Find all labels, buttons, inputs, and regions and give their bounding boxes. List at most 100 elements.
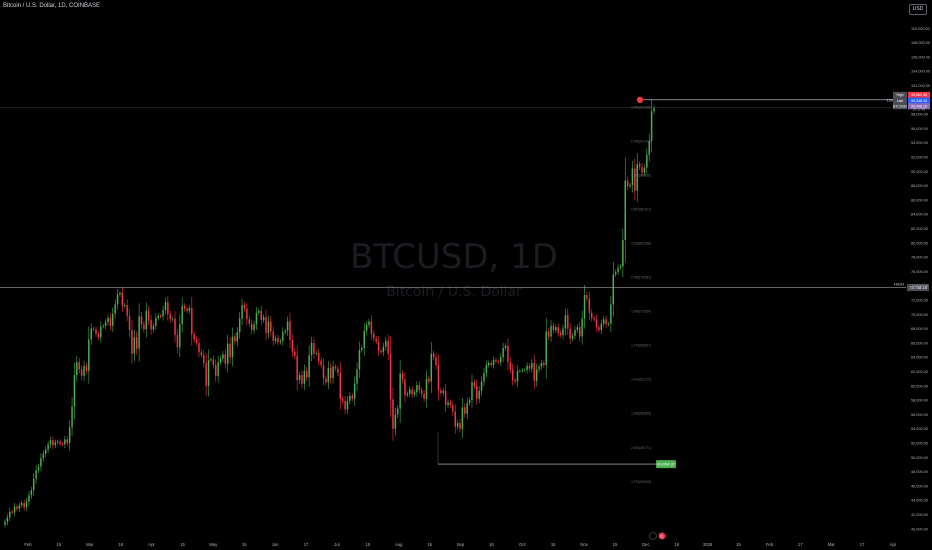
x-tick-label: Apr [890, 542, 897, 547]
candle-body [538, 366, 540, 370]
fib-label: 2.000(46,771) [631, 446, 651, 450]
candle-body [85, 365, 88, 371]
candle-body [44, 449, 47, 454]
candle-body [121, 292, 124, 306]
candle-body [454, 411, 456, 427]
resistance-tag [907, 284, 929, 292]
candle-body [284, 330, 286, 333]
candle-body [147, 310, 150, 321]
candle-body [650, 111, 653, 141]
candle-body [215, 365, 217, 376]
price-tag-name-box [893, 97, 907, 104]
candle-body [617, 267, 619, 273]
candle-body [90, 328, 92, 340]
candle-body [308, 355, 310, 378]
x-tick-label: Oct [519, 542, 526, 547]
candle-body [262, 317, 265, 321]
candle-body [653, 107, 655, 112]
candle-body [327, 367, 330, 383]
candle-body [207, 360, 210, 386]
go-to-realtime-icon [649, 532, 657, 540]
candle-body [413, 392, 416, 395]
candle-body [543, 362, 545, 366]
candle-body [557, 327, 559, 333]
y-tick-label: 60,000.00 [911, 384, 928, 388]
candle-body [375, 338, 377, 342]
candle-body [389, 353, 392, 400]
fib-label: 1.414(62,170) [631, 378, 651, 382]
candle-body [200, 352, 203, 356]
candle-body [622, 239, 624, 267]
price-tag-value: 99,348.19 [911, 99, 927, 103]
candle-body [21, 503, 23, 506]
candle-body [54, 442, 57, 446]
candle-body [176, 335, 179, 348]
candle-body [478, 390, 480, 399]
candle-body [471, 382, 473, 401]
candle-body [212, 359, 215, 366]
candle-body [30, 490, 33, 496]
candle-body [313, 342, 315, 354]
candle-body [13, 506, 16, 513]
y-tick-label: 72,000.00 [911, 299, 928, 303]
candle-body [162, 310, 164, 317]
candle-body [191, 307, 193, 335]
candle-body [11, 511, 13, 513]
watermark-symbol: BTCUSD, 1D [350, 237, 558, 277]
candle-body [579, 327, 581, 337]
candle-body [351, 395, 353, 399]
candle-body [236, 332, 239, 342]
candle-body [523, 370, 526, 371]
candle-body [385, 340, 387, 347]
currency-button[interactable]: USD [909, 4, 927, 15]
candle-body [78, 362, 80, 370]
candle-body [243, 305, 246, 309]
y-tick-label: 82,000.00 [911, 227, 928, 231]
resistance-name: HIGH [894, 282, 904, 287]
candle-body [107, 317, 109, 323]
candle-body [528, 365, 531, 369]
candle-body [205, 362, 207, 386]
candle-body [222, 354, 224, 359]
x-tick-label: 15 [57, 542, 62, 547]
x-tick-label: Jun [272, 542, 279, 547]
candle-body [265, 317, 267, 333]
candle-body [83, 365, 85, 376]
candle-body [250, 323, 253, 331]
candle-body [612, 274, 615, 305]
price-tag-value: 99,348.19 [911, 105, 927, 109]
y-tick-label: 102,000.00 [911, 84, 930, 88]
candle-body [37, 466, 40, 471]
candle-body [516, 370, 519, 382]
candle-body [590, 312, 593, 318]
candle-body [521, 370, 524, 371]
candle-body [535, 369, 538, 381]
candle-body [238, 318, 241, 333]
candle-body [255, 312, 258, 325]
candle-body [397, 408, 399, 415]
candle-body [464, 407, 466, 414]
candle-body [562, 328, 564, 336]
x-tick-label: 2025 [703, 542, 713, 547]
candle-body [59, 441, 61, 444]
candle-body [416, 385, 418, 393]
candle-body [102, 325, 104, 327]
candle-body [320, 360, 322, 366]
x-tick-label: Feb [766, 542, 774, 547]
candle-body [459, 423, 461, 429]
y-tick-label: 106,000.00 [911, 55, 930, 59]
candle-body [444, 390, 447, 406]
candle-body [186, 308, 188, 311]
candle-body [195, 339, 198, 343]
candle-body [226, 343, 229, 364]
candle-body [219, 358, 222, 363]
candle-body [188, 307, 191, 311]
candle-body [68, 427, 71, 444]
candle-body [126, 305, 128, 316]
candle-body [100, 326, 102, 338]
candle-body [588, 298, 591, 313]
y-tick-label: 42,000.00 [911, 513, 928, 517]
candle-body [361, 347, 363, 351]
candle-body [203, 355, 205, 363]
